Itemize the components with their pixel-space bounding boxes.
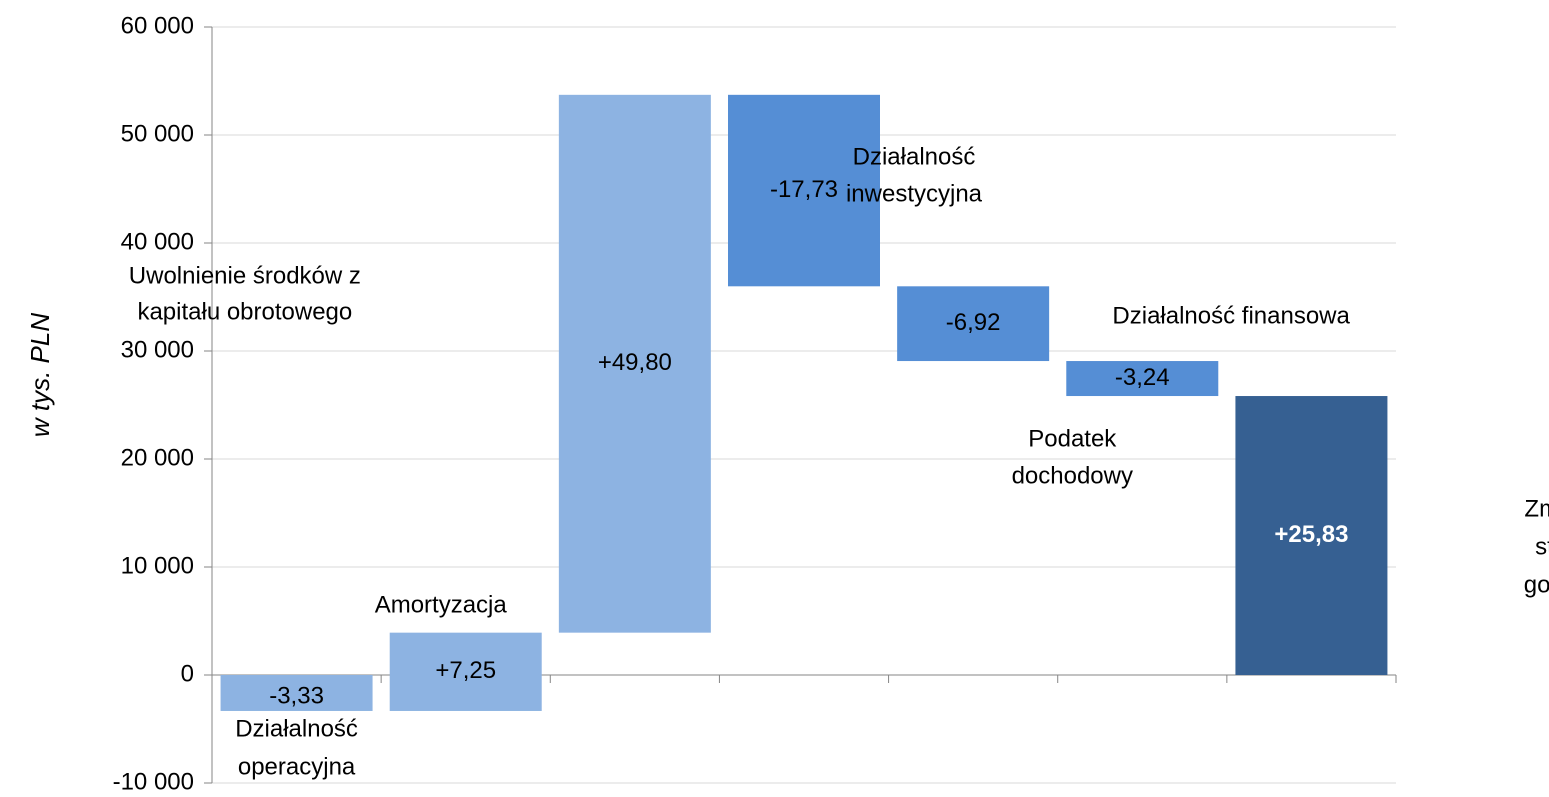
y-tick-label: 20 000 [121, 444, 194, 471]
category-label: inwestycyjna [846, 180, 983, 207]
category-label: Działalność [853, 143, 976, 170]
category-label: stanu [1535, 533, 1549, 560]
category-label: gotówki [1524, 571, 1549, 598]
category-label: dochodowy [1012, 462, 1133, 489]
y-tick-label: -10 000 [113, 768, 194, 795]
y-tick-label: 0 [181, 660, 194, 687]
category-label: Działalność [235, 715, 358, 742]
category-label: operacyjna [238, 753, 356, 780]
bar [1235, 396, 1388, 675]
bar [897, 286, 1050, 362]
category-label: kapitału obrotowego [137, 298, 352, 325]
category-label: Amortyzacja [375, 591, 508, 618]
value-label: -3,33 [269, 682, 324, 709]
y-tick-label: 30 000 [121, 336, 194, 363]
value-label: -3,24 [1115, 364, 1170, 391]
y-tick-label: 10 000 [121, 552, 194, 579]
category-label: Uwolnienie środków z [129, 262, 361, 289]
bar [558, 94, 711, 633]
bar [728, 94, 880, 287]
value-label: -6,92 [946, 309, 1001, 336]
category-label: Działalność finansowa [1112, 302, 1350, 329]
value-label: -17,73 [770, 176, 838, 203]
value-label: +49,80 [598, 349, 672, 376]
y-tick-label: 50 000 [121, 120, 194, 147]
category-label: Podatek [1028, 425, 1117, 452]
bar [1066, 361, 1219, 397]
value-label: +7,25 [435, 657, 496, 684]
y-tick-label: 40 000 [121, 228, 194, 255]
value-label: +25,83 [1274, 521, 1348, 548]
bar [220, 675, 373, 711]
category-label: Zmiana [1524, 495, 1549, 522]
y-axis-label: w tys. PLN [25, 313, 55, 437]
y-tick-label: 60 000 [121, 12, 194, 39]
bar [389, 632, 542, 711]
